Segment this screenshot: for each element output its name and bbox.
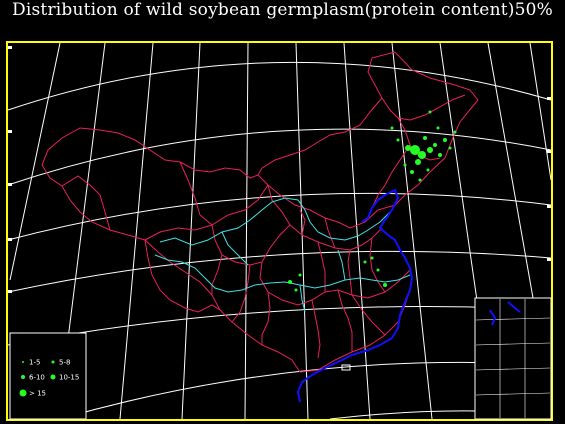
site-marker xyxy=(370,256,374,260)
graticule xyxy=(7,42,552,420)
site-marker xyxy=(418,178,422,182)
site-marker xyxy=(433,143,437,147)
meridian xyxy=(295,42,309,420)
province-border xyxy=(351,294,386,336)
province-border xyxy=(259,224,411,306)
province-border xyxy=(61,175,111,231)
meridian xyxy=(181,42,201,420)
inset-coast xyxy=(489,301,521,326)
map-frame xyxy=(6,41,553,421)
site-marker xyxy=(298,273,302,277)
province-border xyxy=(317,241,326,292)
tributary xyxy=(337,249,346,281)
coast-north xyxy=(296,188,414,403)
province-border xyxy=(337,289,353,352)
site-marker xyxy=(426,168,430,172)
province-border xyxy=(261,291,271,345)
yellow-river xyxy=(159,197,391,246)
yangtze-river xyxy=(154,254,411,293)
site-marker xyxy=(453,130,457,134)
site-marker xyxy=(448,146,452,150)
legend-symbol xyxy=(51,360,55,364)
site-marker xyxy=(403,163,407,167)
rivers xyxy=(154,197,411,313)
meridian xyxy=(244,42,249,420)
parallel xyxy=(7,306,552,346)
parallel xyxy=(7,128,552,186)
site-marker xyxy=(363,260,367,264)
site-marker xyxy=(436,126,440,130)
tributary xyxy=(221,231,249,266)
site-marker xyxy=(383,283,387,287)
coast-bay xyxy=(361,207,373,223)
province-border xyxy=(231,264,251,323)
parallel xyxy=(7,250,552,293)
meridian xyxy=(391,42,433,420)
legend: 1-5 5-8 6-10 10-15 > 15 xyxy=(9,332,87,420)
meridian xyxy=(9,42,61,281)
site-marker xyxy=(423,136,427,140)
site-marker xyxy=(415,159,421,165)
south-china-sea-inset-map xyxy=(474,297,552,420)
map-title: Distribution of wild soybean germplasm(p… xyxy=(12,0,553,20)
meridian xyxy=(343,42,371,420)
meridian xyxy=(119,42,154,420)
site-marker xyxy=(443,138,447,142)
site-marker xyxy=(418,151,426,159)
province-border xyxy=(144,239,221,313)
parallel xyxy=(7,192,552,241)
tributary xyxy=(299,284,306,313)
site-marker xyxy=(288,280,292,284)
frame-ticks xyxy=(8,46,551,368)
province-border xyxy=(347,249,353,296)
site-marker xyxy=(410,145,420,155)
legend-label: 6-10 xyxy=(29,374,45,382)
legend-symbol xyxy=(21,375,25,379)
legend-symbol xyxy=(22,361,24,363)
site-marker xyxy=(428,110,432,114)
soybean-sites xyxy=(288,110,457,292)
site-marker xyxy=(410,170,414,174)
coastline xyxy=(296,188,414,403)
parallel xyxy=(7,61,552,111)
legend-label: 10-15 xyxy=(59,374,79,382)
site-marker xyxy=(427,147,433,153)
province-border xyxy=(324,217,336,249)
province-border xyxy=(311,299,321,359)
legend-label: 1-5 xyxy=(29,359,40,367)
legend-symbol xyxy=(50,374,56,380)
legend-symbol xyxy=(19,389,27,397)
site-marker xyxy=(396,138,400,142)
province-border xyxy=(371,144,411,209)
province-border xyxy=(179,161,213,226)
province-border xyxy=(211,224,263,266)
legend-label: > 15 xyxy=(29,390,46,398)
province-border xyxy=(369,237,386,293)
hainan-island xyxy=(341,364,351,371)
site-marker xyxy=(405,145,411,151)
province-border xyxy=(211,254,223,295)
legend-label: 5-8 xyxy=(59,359,70,367)
site-marker xyxy=(438,153,442,157)
province-border xyxy=(257,97,383,176)
meridian xyxy=(529,42,552,181)
inset-frame xyxy=(474,297,552,420)
site-marker xyxy=(390,126,394,130)
province-border xyxy=(299,209,306,236)
site-marker xyxy=(376,268,380,272)
national-border xyxy=(41,51,479,373)
site-marker xyxy=(294,288,298,292)
province-border xyxy=(144,184,269,241)
